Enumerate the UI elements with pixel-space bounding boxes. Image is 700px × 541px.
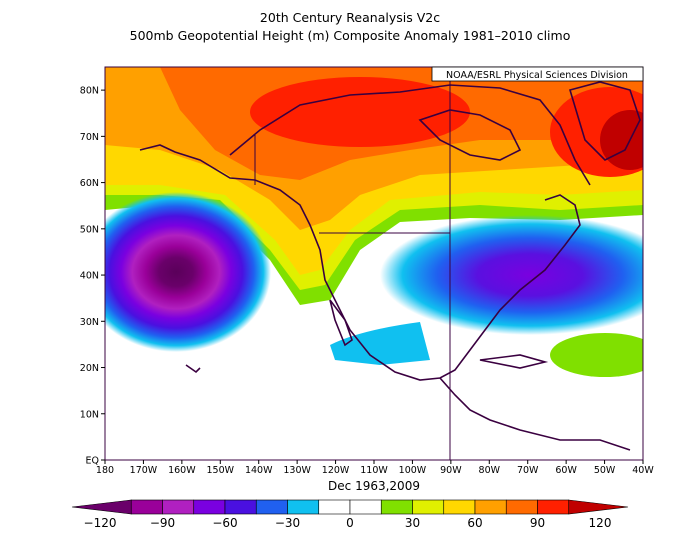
chart-title: 20th Century Reanalysis V2c	[259, 10, 441, 25]
lon-tick-label: 120W	[322, 465, 350, 476]
lon-tick-label: 110W	[360, 465, 388, 476]
colorbar-label: 120	[589, 516, 612, 530]
credit-text: NOAA/ESRL Physical Sciences Division	[446, 70, 628, 81]
colorbar-swatch	[71, 499, 132, 515]
lat-tick-label: 60N	[80, 178, 99, 189]
lat-tick-label: 70N	[80, 132, 99, 143]
lon-tick-label: 90W	[440, 465, 462, 476]
colorbar-swatch	[349, 499, 382, 515]
colorbar-swatch	[412, 499, 445, 515]
latitude-axis: EQ 10N 20N 30N 40N 50N 60N 70N 80N	[80, 86, 105, 467]
anomaly-field	[105, 67, 643, 460]
lon-tick-label: 170W	[130, 465, 158, 476]
lat-tick-label: 40N	[80, 271, 99, 282]
lon-tick-label: 150W	[207, 465, 235, 476]
colorbar-label: 90	[530, 516, 545, 530]
lon-tick-label: 160W	[168, 465, 196, 476]
lat-tick-label: EQ	[86, 456, 99, 467]
lon-tick-label: 180	[96, 465, 114, 476]
longitude-axis: 180 170W 160W 150W 140W 130W 120W 110W 100W 90W 80…	[96, 460, 654, 476]
lat-tick-label: 10N	[80, 409, 99, 420]
colorbar-label: 60	[467, 516, 482, 530]
colorbar-swatch	[568, 499, 629, 515]
lon-tick-label: 40W	[632, 465, 654, 476]
lat-tick-label: 30N	[80, 317, 99, 328]
colorbar-swatch	[130, 499, 163, 515]
colorbar-swatch	[443, 499, 476, 515]
colorbar-swatch	[193, 499, 226, 515]
lat-tick-label: 50N	[80, 224, 99, 235]
colorbar-swatch	[318, 499, 351, 515]
colorbar-label: −120	[84, 516, 117, 530]
chart-subtitle: 500mb Geopotential Height (m) Composite …	[129, 28, 571, 43]
lon-tick-label: 80W	[479, 465, 501, 476]
colorbar-swatch	[255, 499, 288, 515]
colorbar-swatch	[287, 499, 320, 515]
colorbar-swatch	[380, 499, 413, 515]
colorbar-swatch	[224, 499, 257, 515]
colorbar-label: −60	[212, 516, 237, 530]
colorbar-label: −30	[275, 516, 300, 530]
lon-tick-label: 70W	[517, 465, 539, 476]
colorbar: −120 −90 −60 −30 0 30 60 90 120	[71, 499, 629, 530]
colorbar-label: 0	[346, 516, 354, 530]
lon-tick-label: 140W	[245, 465, 273, 476]
colorbar-label: −90	[150, 516, 175, 530]
lon-tick-label: 50W	[594, 465, 616, 476]
colorbar-swatch	[474, 499, 507, 515]
coastlines	[139, 81, 641, 451]
x-axis-title: Dec 1963,2009	[328, 479, 420, 493]
borders	[254, 67, 451, 460]
lat-tick-label: 80N	[80, 86, 99, 97]
colorbar-swatch	[505, 499, 538, 515]
colorbar-swatch	[537, 499, 570, 515]
colorbar-label: 30	[405, 516, 420, 530]
lon-tick-label: 100W	[399, 465, 427, 476]
colorbar-swatch	[162, 499, 195, 515]
credit-box	[431, 66, 644, 82]
lat-tick-label: 20N	[80, 363, 99, 374]
lon-tick-label: 130W	[283, 465, 311, 476]
lon-tick-label: 60W	[555, 465, 577, 476]
